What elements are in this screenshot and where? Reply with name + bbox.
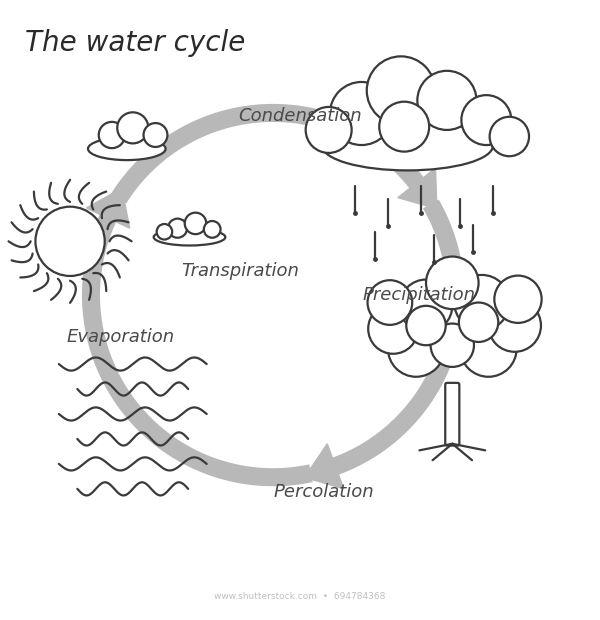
- Circle shape: [367, 56, 435, 125]
- Circle shape: [418, 71, 476, 130]
- Circle shape: [305, 107, 352, 153]
- Circle shape: [379, 102, 429, 152]
- Ellipse shape: [322, 121, 493, 170]
- Circle shape: [330, 82, 393, 145]
- Circle shape: [204, 221, 221, 237]
- Circle shape: [419, 296, 485, 361]
- Text: www.shutterstock.com  •  694784368: www.shutterstock.com • 694784368: [214, 593, 386, 601]
- Text: Condensation: Condensation: [238, 107, 362, 125]
- Circle shape: [185, 213, 206, 234]
- Circle shape: [459, 303, 498, 342]
- Circle shape: [490, 117, 529, 156]
- Circle shape: [368, 280, 412, 325]
- Circle shape: [168, 219, 187, 237]
- Text: Transpiration: Transpiration: [181, 262, 299, 280]
- Circle shape: [99, 122, 125, 148]
- Circle shape: [488, 299, 541, 352]
- Circle shape: [454, 275, 509, 330]
- Circle shape: [400, 280, 452, 332]
- Circle shape: [461, 95, 511, 145]
- Circle shape: [143, 123, 167, 147]
- Circle shape: [494, 276, 542, 323]
- Text: Percolation: Percolation: [274, 483, 374, 501]
- Circle shape: [388, 321, 445, 377]
- Text: Evaporation: Evaporation: [67, 328, 175, 346]
- Circle shape: [157, 224, 172, 239]
- Circle shape: [426, 257, 479, 309]
- Circle shape: [460, 321, 517, 377]
- Circle shape: [368, 304, 418, 354]
- Ellipse shape: [88, 138, 166, 160]
- Circle shape: [431, 324, 474, 367]
- Text: Precipitation: Precipitation: [363, 286, 476, 304]
- Ellipse shape: [154, 229, 226, 246]
- Text: The water cycle: The water cycle: [25, 29, 245, 57]
- Circle shape: [35, 206, 105, 276]
- Polygon shape: [398, 168, 437, 209]
- Circle shape: [406, 306, 446, 345]
- Polygon shape: [86, 188, 130, 228]
- Circle shape: [117, 112, 148, 143]
- FancyBboxPatch shape: [445, 383, 460, 446]
- Polygon shape: [305, 444, 344, 489]
